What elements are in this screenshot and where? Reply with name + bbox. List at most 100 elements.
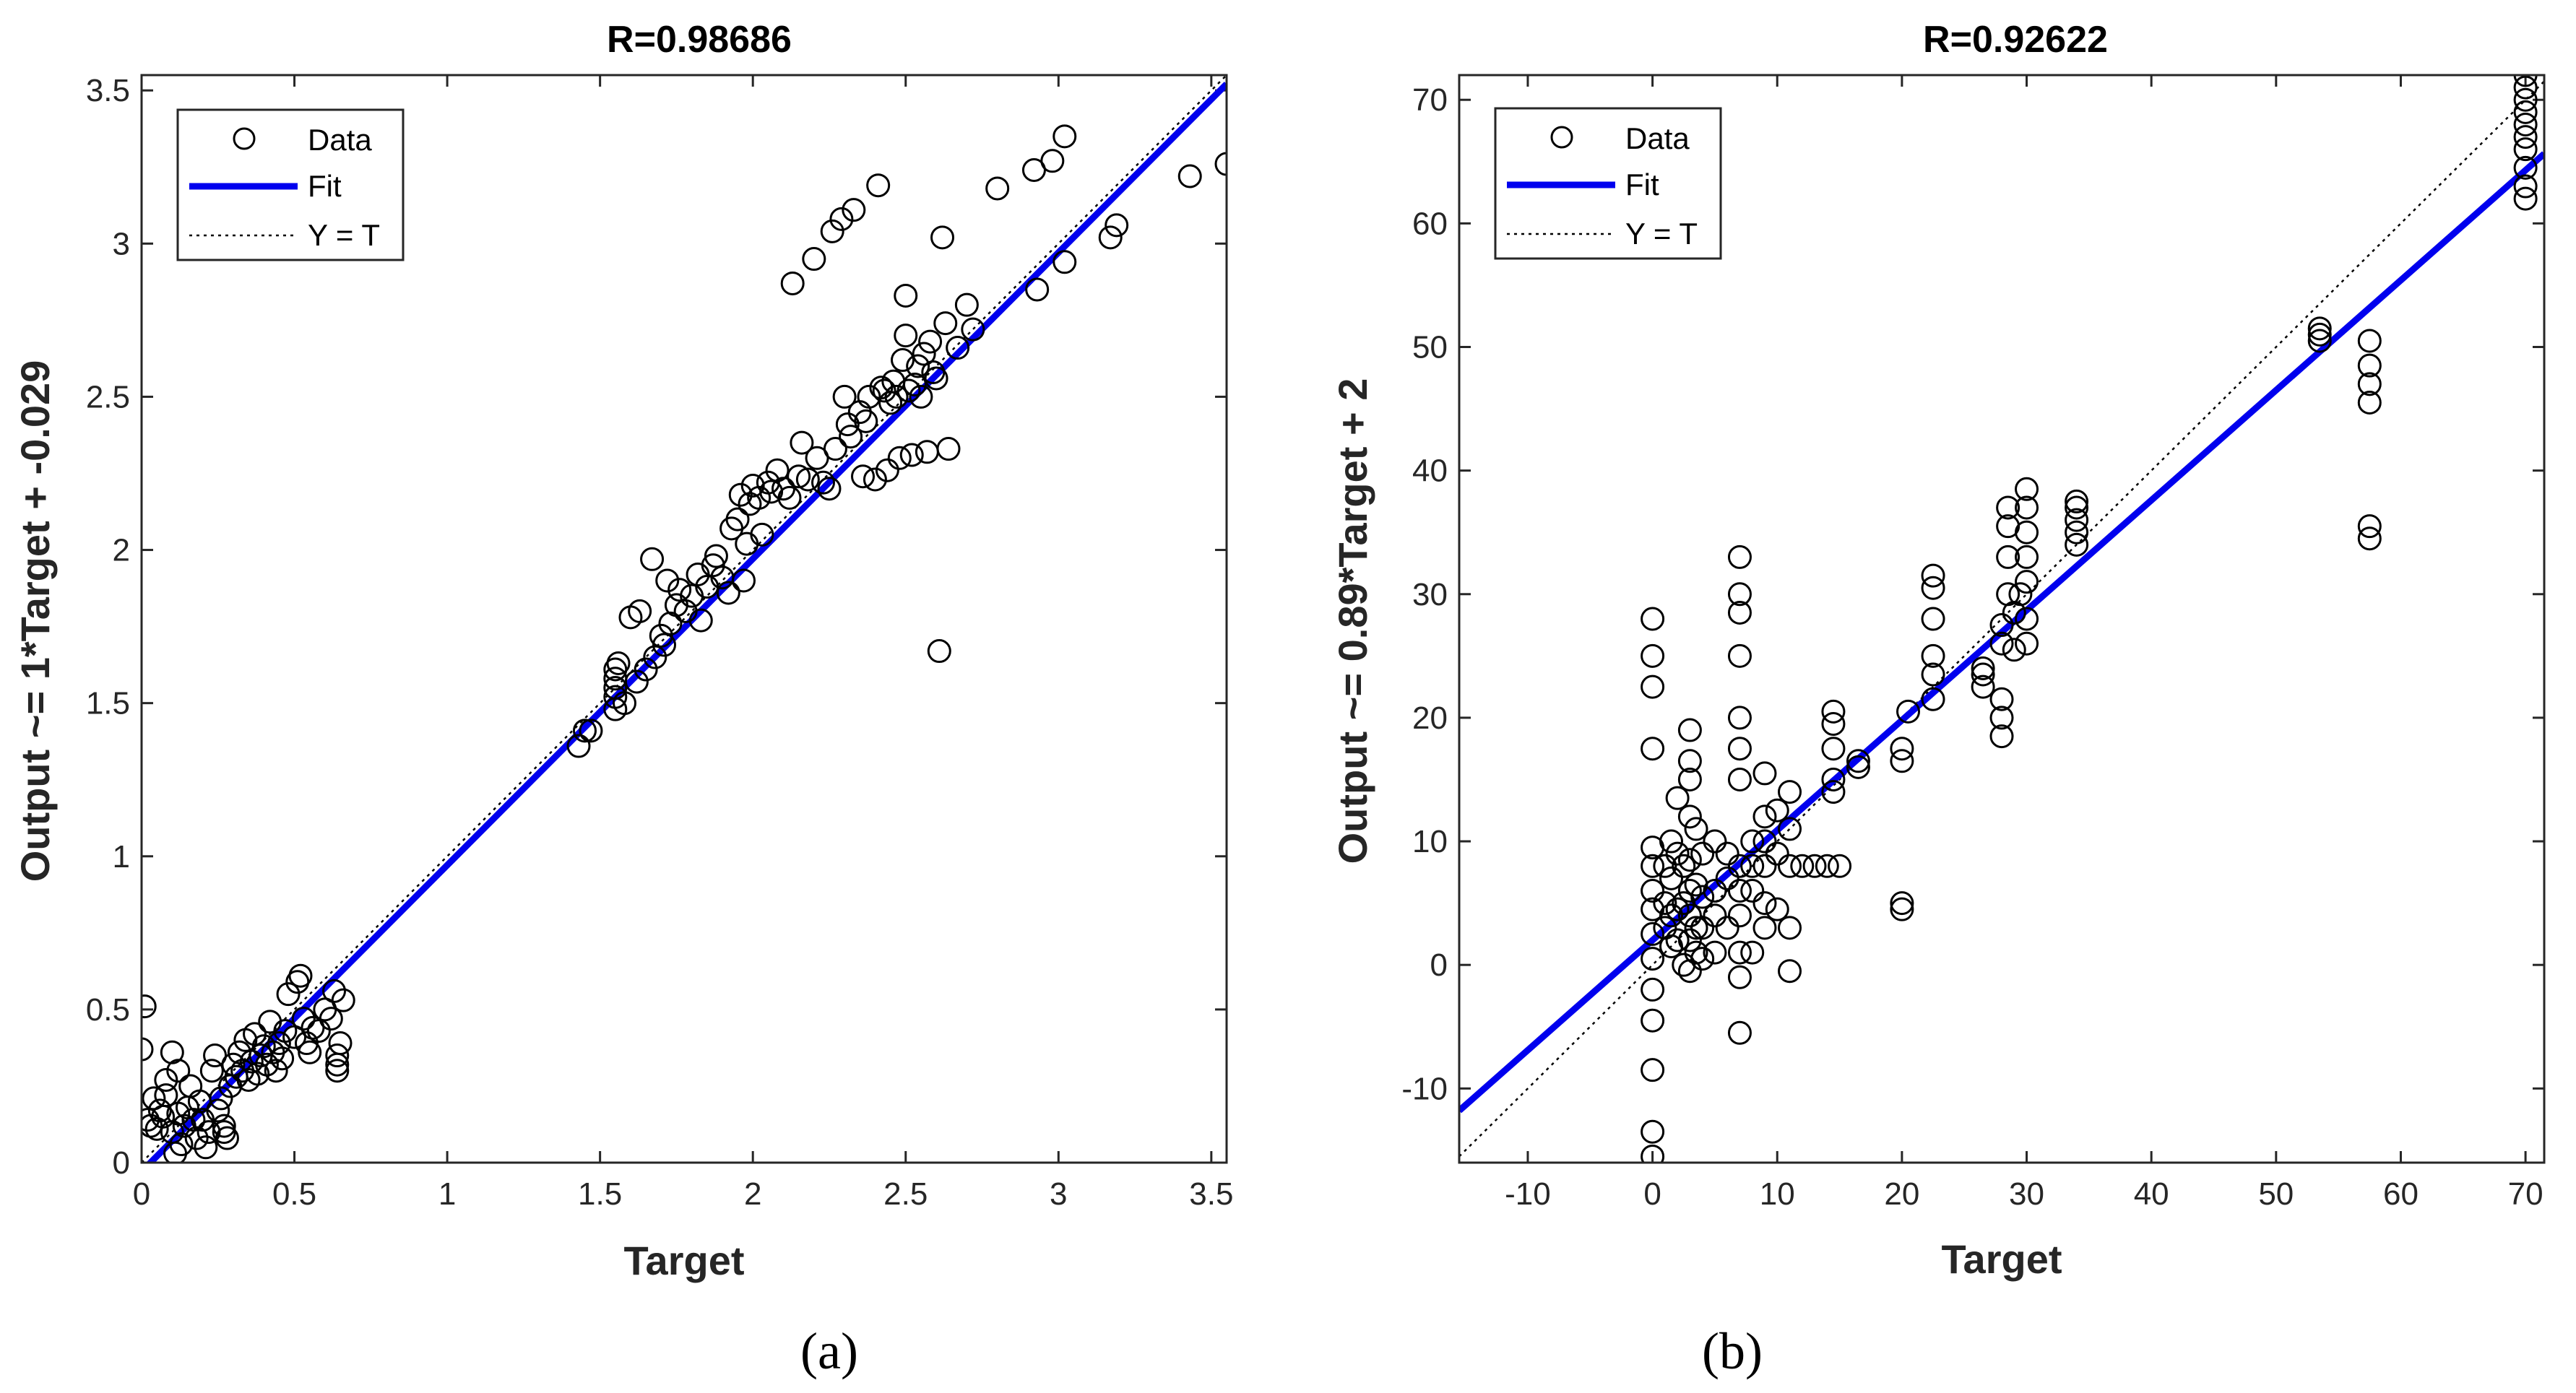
data-point xyxy=(1684,940,1708,965)
data-point xyxy=(1641,1058,1665,1082)
y-tick-label: 60 xyxy=(1412,206,1448,241)
data-point xyxy=(1677,903,1702,928)
y-tick-label: 10 xyxy=(1412,824,1448,859)
data-point xyxy=(212,1114,236,1138)
data-point xyxy=(2513,75,2538,87)
data-point xyxy=(2357,372,2382,396)
data-point xyxy=(267,1031,291,1056)
data-point xyxy=(1778,959,1802,984)
data-point xyxy=(1778,916,1802,940)
data-point xyxy=(2357,514,2382,539)
data-point xyxy=(169,1132,194,1157)
data-point xyxy=(572,719,597,743)
data-point xyxy=(264,1059,288,1083)
legend-label-identity-b: Y = T xyxy=(1625,217,1698,251)
data-point xyxy=(199,1059,224,1083)
data-point xyxy=(325,1059,350,1083)
data-point xyxy=(2513,137,2538,162)
data-point xyxy=(936,437,961,461)
x-tick-label: 0 xyxy=(1643,1176,1661,1212)
data-point xyxy=(612,691,636,716)
data-point xyxy=(1641,947,1665,971)
x-tick-label: 0.5 xyxy=(272,1176,316,1212)
y-tick-label: -10 xyxy=(1401,1071,1448,1106)
data-point xyxy=(735,531,759,556)
x-tick-label: -10 xyxy=(1505,1176,1551,1212)
data-point xyxy=(894,283,918,308)
data-point xyxy=(142,1037,154,1062)
data-point xyxy=(961,317,985,342)
x-tick-label: 70 xyxy=(2508,1176,2543,1212)
data-point xyxy=(246,1062,270,1086)
data-point xyxy=(1677,767,1702,791)
data-point xyxy=(1740,854,1765,878)
data-point xyxy=(823,437,847,461)
data-point xyxy=(2357,353,2382,378)
data-point xyxy=(1053,124,1077,149)
data-point xyxy=(1828,854,1852,878)
data-point xyxy=(1727,737,1752,761)
data-point xyxy=(2015,477,2039,501)
data-point xyxy=(2015,544,2039,569)
data-point xyxy=(1727,582,1752,607)
data-point xyxy=(985,176,1010,201)
data-point xyxy=(1989,706,2014,730)
data-point xyxy=(206,1098,230,1123)
legend-label-fit-a: Fit xyxy=(308,169,342,203)
data-point xyxy=(1821,699,1846,724)
x-tick-label: 60 xyxy=(2383,1176,2419,1212)
data-point xyxy=(1752,854,1777,878)
data-point xyxy=(1971,674,1995,699)
panel-label-a: (a) xyxy=(800,1322,858,1380)
data-point xyxy=(144,1116,169,1141)
data-point xyxy=(1641,879,1665,903)
data-point xyxy=(1684,916,1708,940)
data-point xyxy=(178,1074,203,1098)
data-point xyxy=(1740,879,1765,903)
data-point xyxy=(1641,977,1665,1002)
data-point xyxy=(909,384,933,409)
data-point xyxy=(1677,804,1702,829)
x-tick-label: 40 xyxy=(2134,1176,2169,1212)
x-tick-label: 2.5 xyxy=(883,1176,928,1212)
data-point xyxy=(1815,854,1839,878)
data-point xyxy=(649,623,673,648)
identity-line xyxy=(142,75,1227,1163)
x-tick-label: 0 xyxy=(133,1176,150,1212)
data-point xyxy=(851,464,876,489)
data-point xyxy=(331,988,355,1012)
data-point xyxy=(832,384,857,409)
data-point xyxy=(2513,100,2538,124)
data-point xyxy=(842,198,866,222)
data-point xyxy=(1921,607,1945,631)
x-tick-label: 20 xyxy=(1884,1176,1919,1212)
data-point xyxy=(1890,737,1914,761)
data-point xyxy=(1665,786,1690,810)
data-point xyxy=(875,458,899,482)
data-point xyxy=(1053,250,1077,274)
data-point xyxy=(1641,854,1665,878)
data-point xyxy=(181,1108,206,1132)
y-tick-label: 20 xyxy=(1412,700,1448,736)
data-point xyxy=(2307,316,2332,341)
panel-label-b: (b) xyxy=(1702,1322,1763,1380)
data-point xyxy=(1890,897,1914,921)
y-tick-label: 1 xyxy=(113,839,130,875)
data-point xyxy=(725,507,750,531)
data-point xyxy=(1921,687,1945,711)
data-point xyxy=(298,1040,322,1064)
data-point xyxy=(1641,1008,1665,1033)
data-point xyxy=(1703,903,1727,928)
data-point xyxy=(209,1086,233,1111)
data-point xyxy=(1690,841,1715,866)
data-point xyxy=(1989,724,2014,749)
data-point xyxy=(215,1126,239,1150)
data-point xyxy=(795,467,820,492)
data-point xyxy=(811,470,836,495)
data-point xyxy=(756,470,780,495)
legend-label-data-a: Data xyxy=(308,123,372,157)
data-point xyxy=(954,292,979,317)
data-point xyxy=(658,611,683,635)
data-point xyxy=(1740,940,1765,965)
data-point xyxy=(319,1007,343,1031)
